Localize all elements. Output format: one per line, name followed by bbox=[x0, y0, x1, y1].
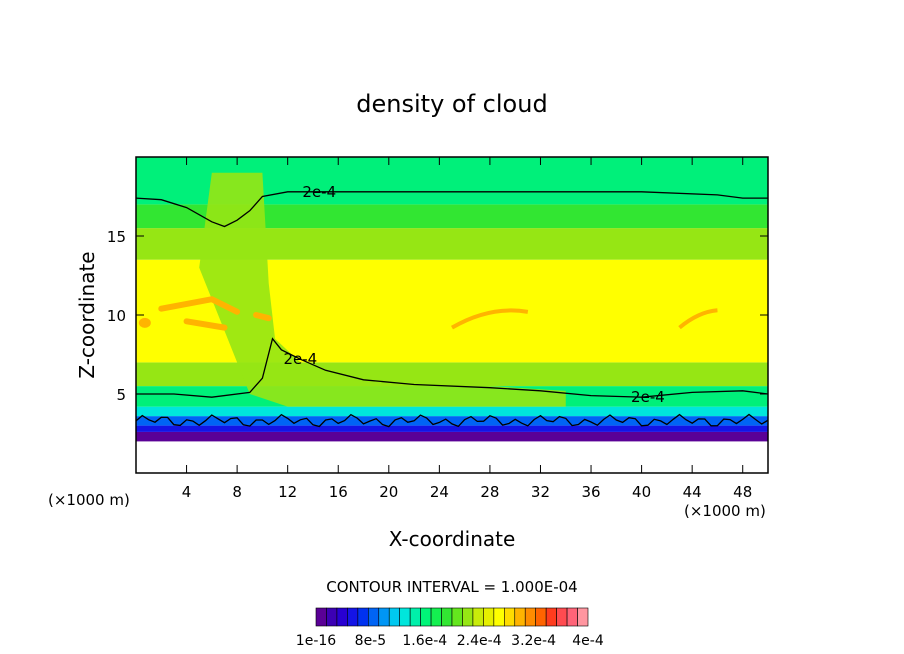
colorbar-cell bbox=[441, 607, 453, 627]
peak-streak bbox=[253, 312, 272, 322]
contour-base bbox=[136, 413, 768, 428]
field-band bbox=[136, 431, 768, 442]
colorbar-cell bbox=[336, 607, 348, 627]
colorbar-cell bbox=[347, 607, 359, 627]
colorbar-cell bbox=[524, 607, 536, 627]
x-tick-label: 20 bbox=[379, 483, 398, 501]
colorbar-cell bbox=[514, 607, 526, 627]
field-band bbox=[136, 406, 768, 417]
y-ticks: 5 10 15 bbox=[107, 228, 768, 404]
colorbar-cell bbox=[545, 607, 557, 627]
contour-lower bbox=[136, 337, 768, 398]
x-tick-label: 36 bbox=[581, 483, 600, 501]
colorbar-label: 2.4e-4 bbox=[457, 633, 502, 649]
peak-streak bbox=[158, 296, 241, 315]
x-tick-label: 44 bbox=[683, 483, 702, 501]
field-band bbox=[136, 362, 768, 387]
colorbar-cell bbox=[378, 607, 390, 627]
field-band bbox=[136, 416, 768, 426]
contour-label: 2e-4 bbox=[283, 350, 317, 368]
colorbar-cell bbox=[472, 607, 484, 627]
y-tick-label: 15 bbox=[107, 228, 126, 246]
peak-streak bbox=[450, 308, 529, 330]
x-tick-label: 16 bbox=[329, 483, 348, 501]
x-tick-label: 12 bbox=[278, 483, 297, 501]
contour-label: 2e-4 bbox=[302, 183, 336, 201]
colorbar-cell bbox=[577, 607, 589, 627]
colorbar-cell bbox=[493, 607, 505, 627]
peak-streak bbox=[183, 318, 228, 331]
contour-lines: 2e-4 2e-4 2e-4 bbox=[136, 183, 768, 428]
colorbar-cell bbox=[556, 607, 568, 627]
colorbar-cell bbox=[451, 607, 463, 627]
x-tick-label: 4 bbox=[182, 483, 192, 501]
x-tick-label: 40 bbox=[632, 483, 651, 501]
colorbar-label: 8e-5 bbox=[355, 633, 386, 649]
contour-interval: CONTOUR INTERVAL = 1.000E-04 bbox=[326, 578, 577, 596]
y-tick-label: 5 bbox=[116, 386, 126, 404]
x-axis-label: X-coordinate bbox=[389, 527, 516, 551]
colorbar-cell bbox=[357, 607, 369, 627]
plume-region bbox=[199, 172, 566, 407]
colorbar-cell bbox=[409, 607, 421, 627]
x-tick-label: 32 bbox=[531, 483, 550, 501]
x-tick-label: 24 bbox=[430, 483, 449, 501]
peak-streak bbox=[678, 308, 718, 330]
field-band bbox=[136, 204, 768, 229]
colorbar-cell bbox=[483, 607, 495, 627]
contour-upper bbox=[136, 191, 768, 228]
chart-title: density of cloud bbox=[356, 90, 547, 118]
x-unit-left: (×1000 m) bbox=[48, 491, 130, 509]
contour-label: 2e-4 bbox=[631, 388, 665, 406]
x-tick-label: 8 bbox=[232, 483, 242, 501]
colorbar-label: 3.2e-4 bbox=[511, 633, 556, 649]
colorbar-label: 1.6e-4 bbox=[402, 633, 447, 649]
x-unit-right: (×1000 m) bbox=[684, 502, 766, 520]
colorbar-cell bbox=[388, 607, 400, 627]
colorbar-cell bbox=[504, 607, 516, 627]
y-tick-label: 10 bbox=[107, 307, 126, 325]
peak-patch bbox=[138, 317, 151, 328]
colorbar-cell bbox=[326, 607, 338, 627]
x-tick-label: 48 bbox=[733, 483, 752, 501]
x-ticks: 4 8 12 16 20 24 28 32 36 40 44 48 bbox=[182, 157, 752, 501]
colorbar-cell bbox=[535, 607, 547, 627]
colorbar-labels: 1e-16 8e-5 1.6e-4 2.4e-4 3.2e-4 4e-4 bbox=[296, 633, 604, 649]
colorbar-label: 4e-4 bbox=[572, 633, 604, 649]
colorbar-cell bbox=[315, 607, 327, 627]
colorbar-cell bbox=[368, 607, 380, 627]
colorbar bbox=[315, 607, 589, 627]
field-band bbox=[136, 425, 768, 432]
density-field bbox=[136, 157, 768, 442]
colorbar-cell bbox=[420, 607, 432, 627]
colorbar-cell bbox=[462, 607, 474, 627]
y-axis-label: Z-coordinate bbox=[75, 251, 99, 378]
colorbar-label: 1e-16 bbox=[296, 633, 336, 649]
x-tick-label: 28 bbox=[480, 483, 499, 501]
colorbar-cell bbox=[399, 607, 411, 627]
colorbar-cell bbox=[566, 607, 578, 627]
colorbar-cell bbox=[430, 607, 442, 627]
